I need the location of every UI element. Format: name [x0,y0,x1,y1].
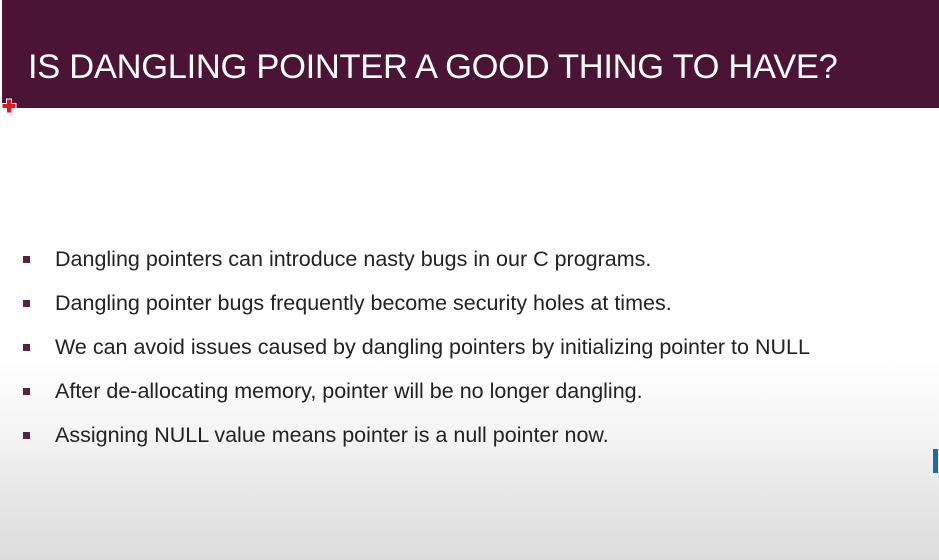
red-cross-cursor-icon [1,98,17,114]
slide-title: IS DANGLING POINTER A GOOD THING TO HAVE… [28,48,838,86]
bullet-text: Dangling pointer bugs frequently become … [55,291,672,315]
slide-title-bar: IS DANGLING POINTER A GOOD THING TO HAVE… [2,0,939,108]
list-item: After de-allocating memory, pointer will… [0,376,939,410]
bullet-marker [23,256,30,263]
bullet-marker [23,344,30,351]
cropped-edge-glyph [931,447,939,475]
bullet-text: Assigning NULL value means pointer is a … [55,423,609,447]
list-item: Dangling pointer bugs frequently become … [0,288,939,322]
list-item: We can avoid issues caused by dangling p… [0,332,939,366]
bullet-marker [23,432,30,439]
list-item: Assigning NULL value means pointer is a … [0,420,939,454]
bullet-marker [23,388,30,395]
bullet-text: Dangling pointers can introduce nasty bu… [55,247,652,271]
bullet-marker [23,300,30,307]
bullet-text: We can avoid issues caused by dangling p… [55,335,810,359]
bullet-text: After de-allocating memory, pointer will… [55,379,643,403]
list-item: Dangling pointers can introduce nasty bu… [0,244,939,278]
